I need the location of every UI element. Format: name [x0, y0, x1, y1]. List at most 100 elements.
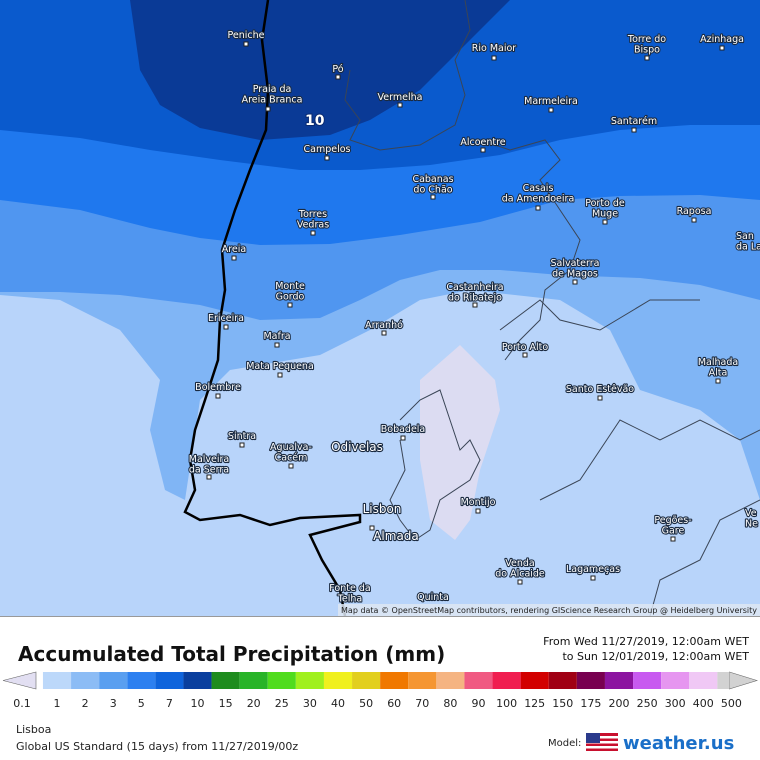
legend-label: 25	[275, 697, 289, 710]
legend-swatch	[633, 672, 662, 689]
place-dot	[223, 324, 229, 330]
legend-label: 5	[138, 697, 145, 710]
place-label: Bobadela	[381, 424, 426, 435]
place-label: Porto de	[585, 198, 625, 209]
brand: weather.us	[623, 733, 734, 754]
place-label: Vedras	[297, 220, 329, 231]
place-dot	[430, 194, 436, 200]
model-run: Global US Standard (15 days) from 11/27/…	[16, 740, 298, 753]
place-label: Agualva-	[270, 442, 312, 453]
place-label: Mata Pequena	[246, 361, 314, 372]
place-label: da Lan	[736, 242, 760, 253]
legend-swatch	[42, 672, 72, 689]
place-label: Torre do	[627, 34, 666, 45]
place-dot	[215, 393, 221, 399]
place-label: do Chão	[413, 185, 452, 196]
legend-swatch	[661, 672, 690, 689]
place-dot	[472, 302, 478, 308]
attribution: Map data © OpenStreetMap contributors, r…	[341, 606, 757, 615]
place-dot	[310, 230, 316, 236]
legend-swatch	[211, 672, 240, 689]
legend-label: 125	[524, 697, 545, 710]
place-label: Porto Alto	[502, 342, 549, 353]
title: Accumulated Total Precipitation (mm)	[18, 642, 445, 666]
place-label: Bispo	[634, 45, 660, 56]
date-from: From Wed 11/27/2019, 12:00am WET	[543, 635, 749, 648]
place-label: Fonte da	[329, 583, 370, 594]
place-label: Areia	[222, 244, 247, 255]
band-lowest	[420, 345, 500, 540]
legend-swatch	[380, 672, 409, 689]
place-label: Castanheira	[446, 282, 503, 293]
legend-label: 0.1	[13, 697, 31, 710]
place-label: Torres	[298, 209, 327, 220]
band-heaviest	[130, 0, 510, 140]
place-label: Telha	[337, 594, 363, 605]
legend-label: 3	[110, 697, 117, 710]
legend-label: 70	[415, 697, 429, 710]
place-dot	[277, 372, 283, 378]
place-label: Alcoentre	[460, 137, 505, 148]
place-dot	[335, 74, 341, 80]
place-label: Ne	[745, 519, 758, 530]
place-label: de Magos	[552, 269, 598, 280]
legend-swatch	[717, 672, 730, 689]
place-label: Rio Maior	[472, 43, 517, 54]
place-dot	[517, 579, 523, 585]
legend-label: 80	[443, 697, 457, 710]
legend-label: 150	[552, 697, 573, 710]
place-dot	[631, 127, 637, 133]
legend-label: 40	[331, 697, 345, 710]
place-label: Bolembre	[195, 382, 241, 393]
place-label: Pegões-	[654, 515, 691, 526]
legend-label: 30	[303, 697, 317, 710]
place-dot	[602, 219, 608, 225]
place-dot	[206, 474, 212, 480]
legend-swatch	[352, 672, 381, 689]
place-label: Pó	[332, 64, 343, 75]
place-label: Malhada	[698, 357, 738, 368]
flag	[586, 733, 618, 751]
place-label: Malveira	[189, 454, 230, 465]
legend-swatch	[127, 672, 156, 689]
place-dot	[324, 155, 330, 161]
place-label: Arranhó	[365, 320, 403, 331]
place-label: da Amendoeira	[502, 194, 575, 205]
place-dot	[400, 435, 406, 441]
legend-label: 90	[472, 697, 486, 710]
place-dot	[644, 55, 650, 61]
legend-arrow-left	[2, 671, 37, 690]
place-dot	[243, 41, 249, 47]
place-label: Sintra	[228, 431, 256, 442]
legend-swatch	[183, 672, 212, 689]
legend-label: 15	[219, 697, 233, 710]
place-label: Monte	[275, 281, 305, 292]
legend-swatch	[323, 672, 353, 689]
place-dot	[369, 525, 375, 531]
place-label: do Ribatejo	[448, 293, 502, 304]
legend-swatch	[548, 672, 577, 689]
legend-label: 250	[637, 697, 658, 710]
place-label: San	[736, 231, 754, 242]
place-dot	[288, 463, 294, 469]
legend-label: 2	[82, 697, 89, 710]
place-label: Marmeleira	[524, 96, 578, 107]
legend-label: 175	[580, 697, 601, 710]
place-label: Ericeira	[208, 313, 244, 324]
place-dot	[719, 45, 725, 51]
place-dot	[670, 536, 676, 542]
legend-swatch	[71, 672, 100, 689]
place-label: Montijo	[461, 497, 496, 508]
place-label: Campelos	[304, 144, 351, 155]
legend-label: 300	[665, 697, 686, 710]
place-dot	[239, 442, 245, 448]
place-dot	[381, 330, 387, 336]
place-label: Gordo	[276, 292, 305, 303]
place-label: Gare	[662, 526, 685, 537]
coastline	[183, 0, 362, 617]
legend-label: 10	[191, 697, 205, 710]
legend-swatch	[239, 672, 268, 689]
place-dot	[535, 205, 541, 211]
legend-swatch	[436, 672, 465, 689]
